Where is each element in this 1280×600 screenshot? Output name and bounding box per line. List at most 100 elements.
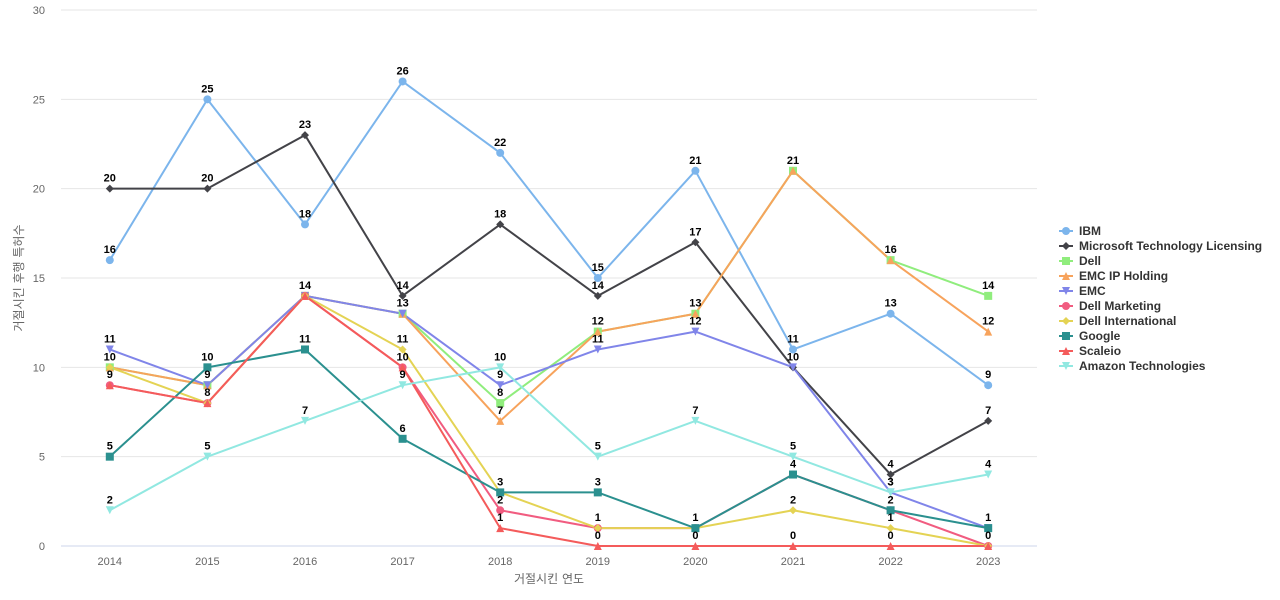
legend-label: Scaleio bbox=[1079, 344, 1121, 358]
data-point bbox=[398, 434, 407, 443]
data-point bbox=[984, 542, 993, 550]
data-point bbox=[886, 488, 895, 497]
data-point bbox=[105, 345, 114, 354]
data-point bbox=[105, 506, 114, 515]
data-point bbox=[984, 524, 993, 533]
data-label: 2 bbox=[790, 494, 796, 506]
legend-symbol bbox=[1062, 242, 1070, 250]
data-label: 0 bbox=[595, 530, 601, 542]
data-label: 16 bbox=[884, 244, 896, 256]
data-label: 10 bbox=[787, 351, 799, 363]
data-label: 20 bbox=[201, 173, 213, 185]
data-label: 26 bbox=[396, 65, 408, 77]
legend-item: Scaleio bbox=[1059, 344, 1121, 358]
data-label: 5 bbox=[790, 441, 796, 453]
y-tick-label: 5 bbox=[39, 452, 45, 464]
legend-symbol bbox=[1062, 362, 1070, 370]
series-line bbox=[108, 294, 990, 547]
legend-label: Dell bbox=[1079, 254, 1101, 268]
data-label: 5 bbox=[107, 441, 113, 453]
legend-label: EMC bbox=[1079, 284, 1106, 298]
data-point bbox=[984, 291, 993, 300]
data-label: 13 bbox=[884, 298, 896, 310]
data-point bbox=[496, 381, 505, 390]
series-line bbox=[108, 134, 990, 476]
legend-label: Dell Marketing bbox=[1079, 299, 1161, 313]
data-label: 7 bbox=[497, 405, 503, 417]
data-point bbox=[691, 238, 700, 247]
series-line bbox=[108, 294, 990, 547]
legend-label: Dell International bbox=[1079, 314, 1176, 328]
data-point bbox=[789, 363, 797, 372]
data-point bbox=[593, 488, 602, 497]
series-line bbox=[108, 294, 990, 547]
x-tick-label: 2014 bbox=[98, 556, 122, 568]
data-point bbox=[984, 327, 993, 336]
x-tick-label: 2021 bbox=[781, 556, 805, 568]
data-label: 22 bbox=[494, 137, 506, 149]
legend-label: Google bbox=[1079, 329, 1121, 343]
data-label: 0 bbox=[692, 530, 698, 542]
data-label: 21 bbox=[787, 155, 799, 167]
data-label: 2 bbox=[888, 494, 894, 506]
data-point bbox=[886, 542, 895, 550]
legend-item: EMC IP Holding bbox=[1059, 269, 1168, 283]
data-label: 13 bbox=[396, 298, 408, 310]
data-label: 0 bbox=[985, 530, 991, 542]
data-point bbox=[398, 291, 407, 300]
data-label: 9 bbox=[985, 369, 991, 381]
data-label: 11 bbox=[299, 333, 311, 345]
data-label: 4 bbox=[888, 459, 895, 471]
data-point bbox=[301, 131, 309, 140]
data-point bbox=[886, 309, 895, 318]
x-tick-label: 2019 bbox=[586, 556, 610, 568]
data-label: 5 bbox=[204, 441, 210, 453]
data-label: 2 bbox=[497, 494, 503, 506]
data-point bbox=[496, 506, 505, 515]
legend-symbol bbox=[1062, 332, 1070, 340]
data-point bbox=[789, 542, 797, 550]
series-line bbox=[108, 169, 990, 422]
data-label: 23 bbox=[299, 119, 311, 131]
data-label: 1 bbox=[692, 512, 698, 524]
data-label: 7 bbox=[692, 405, 698, 417]
legend-symbol bbox=[1062, 272, 1070, 280]
x-tick-label: 2022 bbox=[878, 556, 902, 568]
legend-symbol bbox=[1062, 302, 1070, 310]
data-point bbox=[496, 416, 505, 425]
data-label: 18 bbox=[494, 208, 506, 220]
legend-symbol bbox=[1062, 287, 1070, 295]
x-axis-title: 거절시킨 연도 bbox=[514, 572, 584, 586]
data-label: 12 bbox=[592, 316, 604, 328]
data-point bbox=[203, 399, 212, 408]
series-line bbox=[108, 348, 990, 530]
data-point bbox=[691, 416, 700, 425]
data-point bbox=[789, 166, 797, 175]
data-label: 16 bbox=[104, 244, 116, 256]
y-tick-label: 0 bbox=[39, 541, 45, 553]
data-label: 13 bbox=[689, 298, 701, 310]
data-point bbox=[496, 363, 505, 372]
data-label: 3 bbox=[497, 476, 503, 488]
data-point bbox=[496, 488, 505, 497]
data-point bbox=[593, 327, 602, 336]
data-label: 11 bbox=[397, 333, 409, 345]
data-label: 9 bbox=[107, 369, 113, 381]
legend-label: IBM bbox=[1079, 224, 1101, 238]
series-markers bbox=[105, 77, 993, 550]
data-point bbox=[105, 363, 114, 372]
data-point bbox=[105, 452, 114, 461]
data-point bbox=[691, 327, 700, 336]
data-point bbox=[593, 452, 602, 461]
data-point bbox=[984, 381, 993, 390]
data-point bbox=[789, 345, 797, 354]
data-label: 4 bbox=[985, 459, 992, 471]
data-label: 6 bbox=[400, 423, 406, 435]
legend-item: Dell Marketing bbox=[1059, 299, 1161, 313]
data-label: 11 bbox=[592, 333, 604, 345]
data-point bbox=[398, 345, 407, 354]
legend-symbol bbox=[1062, 227, 1070, 235]
data-label: 25 bbox=[201, 83, 213, 95]
data-point bbox=[886, 256, 895, 265]
